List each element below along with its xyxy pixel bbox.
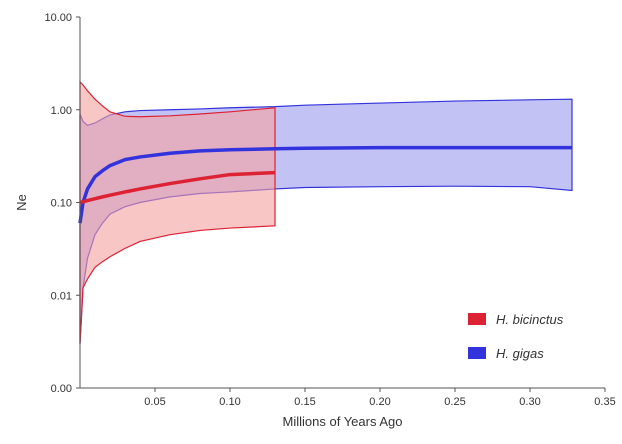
legend-swatch-h-gigas [468,347,486,359]
x-tick-label: 0.25 [444,396,465,408]
y-tick-label: 0.01 [51,290,72,302]
legend-swatch-h-bicinctus [468,313,486,325]
x-ticks: 0.05 0.10 0.15 0.20 0.25 0.30 0.35 [144,388,616,408]
band-h-bicinctus [79,80,276,344]
series-lines [78,145,572,224]
x-tick-label: 0.15 [294,396,315,408]
x-tick-label: 0.10 [219,396,240,408]
x-tick-label: 0.35 [594,396,615,408]
x-tick-label: 0.20 [369,396,390,408]
x-tick-label: 0.30 [519,396,540,408]
confidence-bands [79,80,573,344]
y-ticks: 0.00 0.01 0.10 1.00 10.00 [44,12,80,395]
legend-label-h-bicinctus: H. bicinctus [496,312,564,327]
y-axis-title: Ne [14,194,29,211]
median-line-h-gigas [78,145,572,224]
y-tick-label: 0.00 [51,383,72,395]
legend: H. bicinctus H. gigas [468,312,564,361]
y-tick-label: 1.00 [51,105,72,117]
x-axis-title: Millions of Years Ago [283,414,403,429]
median-line-h-bicinctus [79,170,276,205]
x-tick-label: 0.05 [144,396,165,408]
y-tick-label: 10.00 [44,12,72,24]
legend-label-h-gigas: H. gigas [496,346,544,361]
y-tick-label: 0.10 [51,198,72,210]
